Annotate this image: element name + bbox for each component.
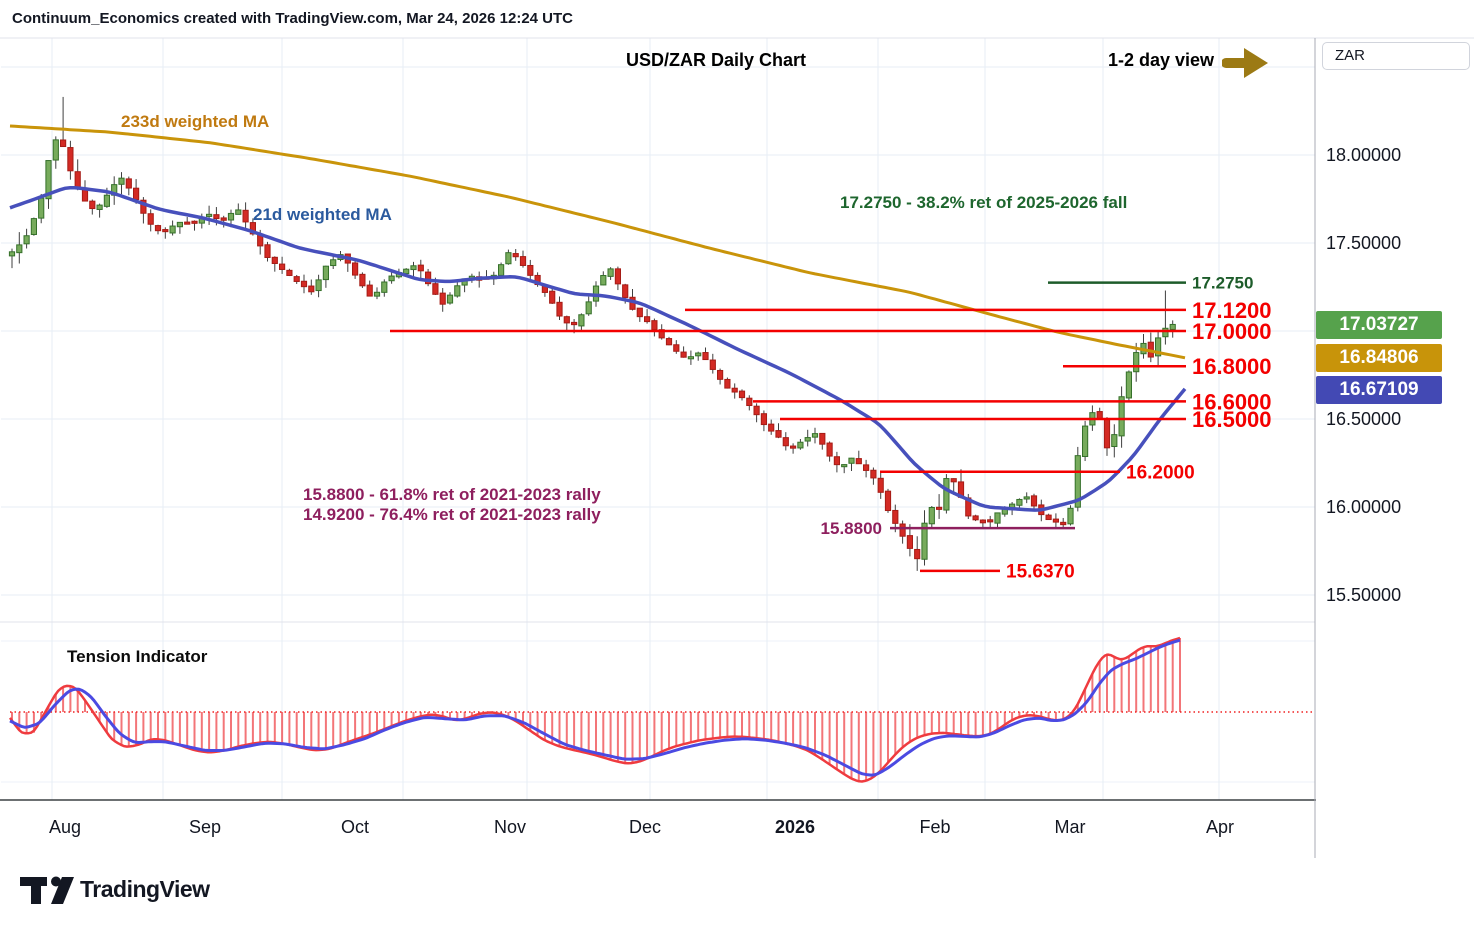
last-price-badge: 17.03727 bbox=[1316, 311, 1442, 339]
x-axis-label: Aug bbox=[49, 817, 81, 837]
price-tick-label: 16.50000 bbox=[1326, 409, 1401, 429]
price-tick-label: 16.00000 bbox=[1326, 497, 1401, 517]
tension-histogram bbox=[11, 638, 1181, 782]
fib-retracement-note: 17.2750 - 38.2% ret of 2025-2026 fall bbox=[840, 193, 1128, 212]
x-axis-label: Dec bbox=[629, 817, 661, 837]
price-tick-label: 18.00000 bbox=[1326, 145, 1401, 165]
credit-text: Continuum_Economics created with Trading… bbox=[12, 10, 573, 27]
level-label: 15.8800 bbox=[821, 519, 882, 538]
x-axis-label: Mar bbox=[1055, 817, 1086, 837]
tension-slow-line bbox=[9, 638, 1181, 777]
fib-rally-notes: 15.8800 - 61.8% ret of 2021-2023 rally 1… bbox=[303, 485, 601, 525]
x-axis-label: Nov bbox=[494, 817, 526, 837]
price-scale-ticks: 18.00000 17.50000 16.50000 16.00000 15.50000 bbox=[1326, 145, 1401, 605]
right-arrow-icon bbox=[1222, 48, 1268, 78]
ma21-price-badge: 16.67109 bbox=[1316, 376, 1442, 404]
chart-title: USD/ZAR Daily Chart bbox=[626, 50, 807, 70]
x-axis-label: Apr bbox=[1206, 817, 1234, 837]
tradingview-logo-icon[interactable] bbox=[18, 874, 76, 910]
fib-rally-note-1: 15.8800 - 61.8% ret of 2021-2023 rally bbox=[303, 485, 601, 504]
symbol-scale-box: ZAR bbox=[1322, 42, 1470, 70]
level-label: 16.6000 bbox=[1192, 389, 1272, 414]
x-axis-label: 2026 bbox=[775, 817, 815, 837]
price-tick-label: 15.50000 bbox=[1326, 585, 1401, 605]
fib-rally-note-2: 14.9200 - 76.4% ret of 2021-2023 rally bbox=[303, 505, 601, 524]
ma233-price-badge: 16.84806 bbox=[1316, 344, 1442, 372]
ma233-label: 233d weighted MA bbox=[121, 112, 270, 131]
ma21-label: 21d weighted MA bbox=[253, 205, 392, 224]
level-label: 17.1200 bbox=[1192, 298, 1272, 323]
x-axis-label: Feb bbox=[919, 817, 950, 837]
x-axis-label: Sep bbox=[189, 817, 221, 837]
tradingview-brand-text[interactable]: TradingView bbox=[80, 876, 210, 902]
x-axis-labels: Aug Sep Oct Nov Dec 2026 Feb Mar Apr bbox=[49, 817, 1234, 837]
pane-borders bbox=[0, 37, 1474, 858]
level-label: 16.2000 bbox=[1126, 463, 1195, 484]
level-label: 17.2750 bbox=[1192, 274, 1253, 293]
view-note-label: 1-2 day view bbox=[1107, 50, 1214, 70]
price-tick-label: 17.50000 bbox=[1326, 233, 1401, 253]
level-label: 16.8000 bbox=[1192, 354, 1272, 379]
x-axis-label: Oct bbox=[341, 817, 369, 837]
tension-indicator-label: Tension Indicator bbox=[67, 647, 208, 666]
level-label: 15.6370 bbox=[1006, 562, 1075, 583]
level-label: 17.0000 bbox=[1192, 319, 1272, 344]
level-label: 16.5000 bbox=[1192, 407, 1272, 432]
ma-21d-line bbox=[9, 185, 1187, 512]
ma-233d-line bbox=[9, 124, 1186, 360]
